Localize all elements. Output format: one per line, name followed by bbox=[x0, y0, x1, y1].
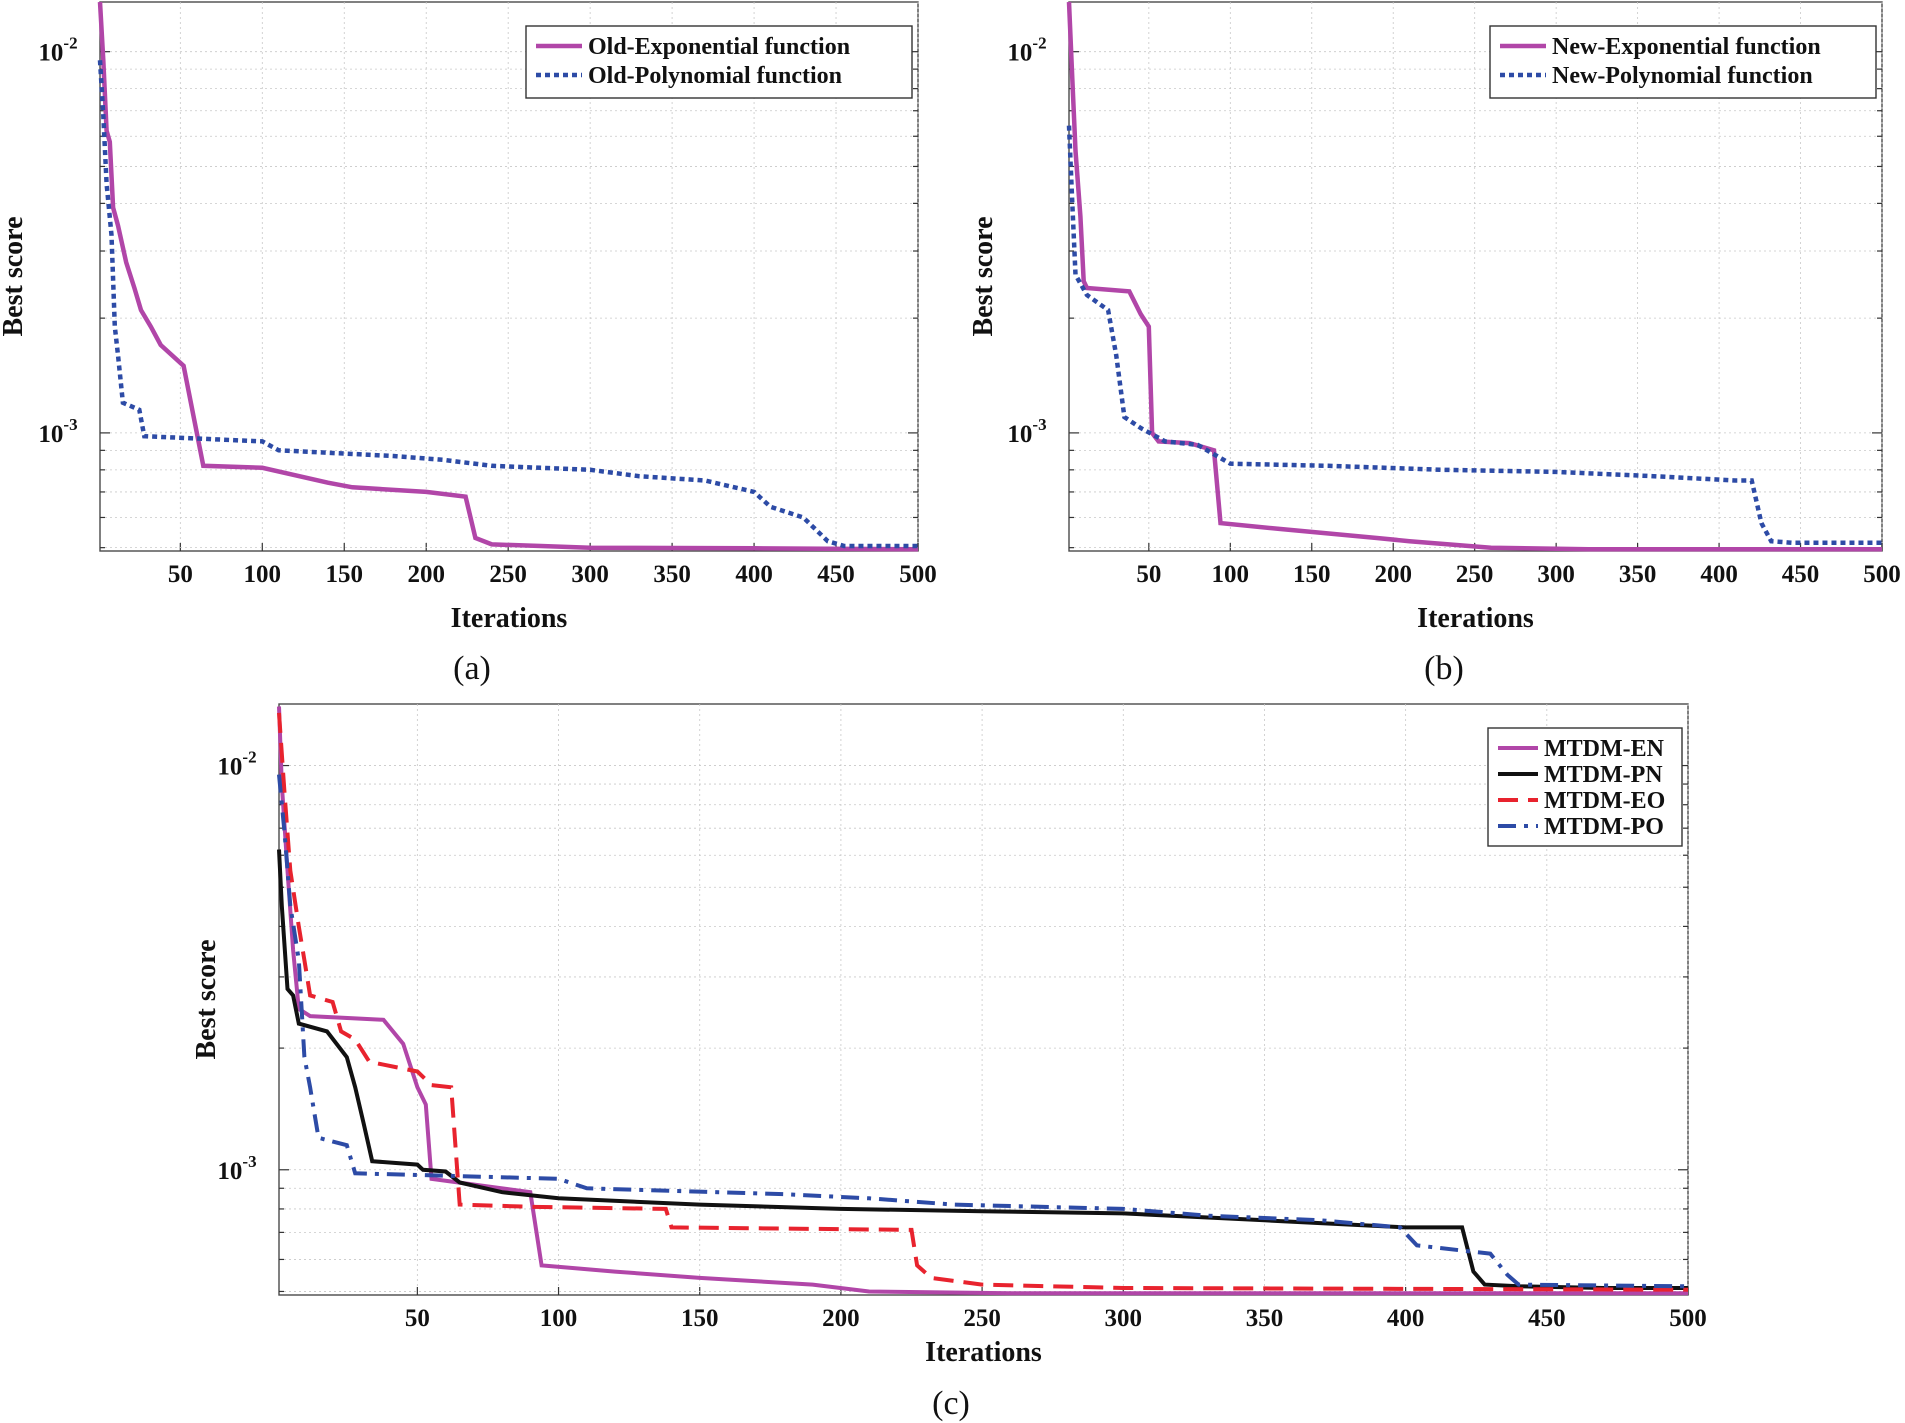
x-tick-label: 150 bbox=[326, 561, 364, 588]
x-tick-label: 400 bbox=[1387, 1305, 1425, 1332]
x-tick-label: 100 bbox=[1212, 561, 1250, 588]
x-axis-label: Iterations bbox=[1417, 603, 1534, 634]
y-axis-label: Best score bbox=[191, 940, 222, 1060]
x-tick-label: 300 bbox=[571, 561, 609, 588]
y-tick-label: 10-3 bbox=[217, 1152, 256, 1185]
series-line-old-polynomial-function bbox=[97, 60, 918, 549]
y-tick-label: 10-3 bbox=[1007, 415, 1046, 448]
legend-label: Old-Polynomial function bbox=[588, 63, 842, 89]
x-tick-label: 350 bbox=[653, 561, 691, 588]
subfigure-caption: (c) bbox=[932, 1385, 970, 1422]
subfigure-caption: (b) bbox=[1424, 650, 1464, 687]
y-tick-label: 10-2 bbox=[217, 748, 256, 781]
legend-label: MTDM-PN bbox=[1544, 762, 1663, 788]
x-tick-label: 450 bbox=[1782, 561, 1820, 588]
legend-label: MTDM-EO bbox=[1544, 788, 1665, 814]
x-tick-label: 150 bbox=[681, 1305, 719, 1332]
x-tick-label: 50 bbox=[405, 1305, 430, 1332]
x-tick-label: 200 bbox=[407, 561, 445, 588]
x-tick-label: 150 bbox=[1293, 561, 1331, 588]
x-axis-label: Iterations bbox=[925, 1337, 1042, 1368]
subfigure-caption: (a) bbox=[453, 650, 491, 687]
legend-label: New-Polynomial function bbox=[1552, 63, 1813, 89]
series-line-mtdm-eo bbox=[277, 712, 1689, 1292]
x-tick-label: 200 bbox=[1374, 561, 1412, 588]
y-axis-label: Best score bbox=[968, 217, 999, 337]
legend bbox=[1489, 25, 1877, 99]
series-line-mtdm-en bbox=[277, 706, 1688, 1296]
x-tick-label: 400 bbox=[735, 561, 773, 588]
series-line-mtdm-po bbox=[277, 774, 1689, 1289]
x-tick-label: 50 bbox=[1136, 561, 1161, 588]
plot-area bbox=[278, 703, 1689, 1296]
x-tick-label: 250 bbox=[963, 1305, 1001, 1332]
y-tick-label: 10-3 bbox=[38, 415, 77, 448]
x-tick-label: 350 bbox=[1619, 561, 1657, 588]
x-tick-label: 500 bbox=[1863, 561, 1901, 588]
legend-label: Old-Exponential function bbox=[588, 34, 850, 60]
series-line-old-exponential-function bbox=[97, 1, 919, 552]
x-tick-label: 250 bbox=[1456, 561, 1494, 588]
legend-label: MTDM-PO bbox=[1544, 814, 1664, 840]
chart-c: 50 100 150 200 250 300 350 400 450 500 10-2 10-3 MTD… bbox=[191, 703, 1707, 1422]
x-tick-label: 200 bbox=[822, 1305, 860, 1332]
x-tick-label: 300 bbox=[1105, 1305, 1143, 1332]
legend bbox=[525, 25, 913, 99]
x-tick-label: 50 bbox=[168, 561, 193, 588]
x-tick-label: 300 bbox=[1537, 561, 1575, 588]
x-tick-label: 400 bbox=[1700, 561, 1738, 588]
y-tick-label: 10-2 bbox=[38, 34, 77, 67]
x-axis-label: Iterations bbox=[451, 603, 568, 634]
x-tick-label: 500 bbox=[1669, 1305, 1707, 1332]
x-tick-label: 100 bbox=[244, 561, 282, 588]
x-tick-label: 450 bbox=[1528, 1305, 1566, 1332]
x-tick-label: 100 bbox=[540, 1305, 578, 1332]
chart-a: 50 100 150 200 250 300 350 400 450 500 10-2 10-3 Old… bbox=[0, 1, 937, 687]
series-line-new-polynomial-function bbox=[1066, 125, 1882, 546]
chart-b: 50 100 150 200 250 300 350 400 450 500 10-2 10-3 New… bbox=[968, 1, 1901, 687]
x-tick-label: 250 bbox=[489, 561, 527, 588]
x-tick-label: 500 bbox=[899, 561, 937, 588]
y-tick-label: 10-2 bbox=[1007, 34, 1046, 67]
y-axis-label: Best score bbox=[0, 217, 29, 337]
x-tick-label: 350 bbox=[1246, 1305, 1284, 1332]
legend-label: New-Exponential function bbox=[1552, 34, 1821, 60]
x-tick-label: 450 bbox=[817, 561, 855, 588]
legend-label: MTDM-EN bbox=[1544, 736, 1665, 762]
